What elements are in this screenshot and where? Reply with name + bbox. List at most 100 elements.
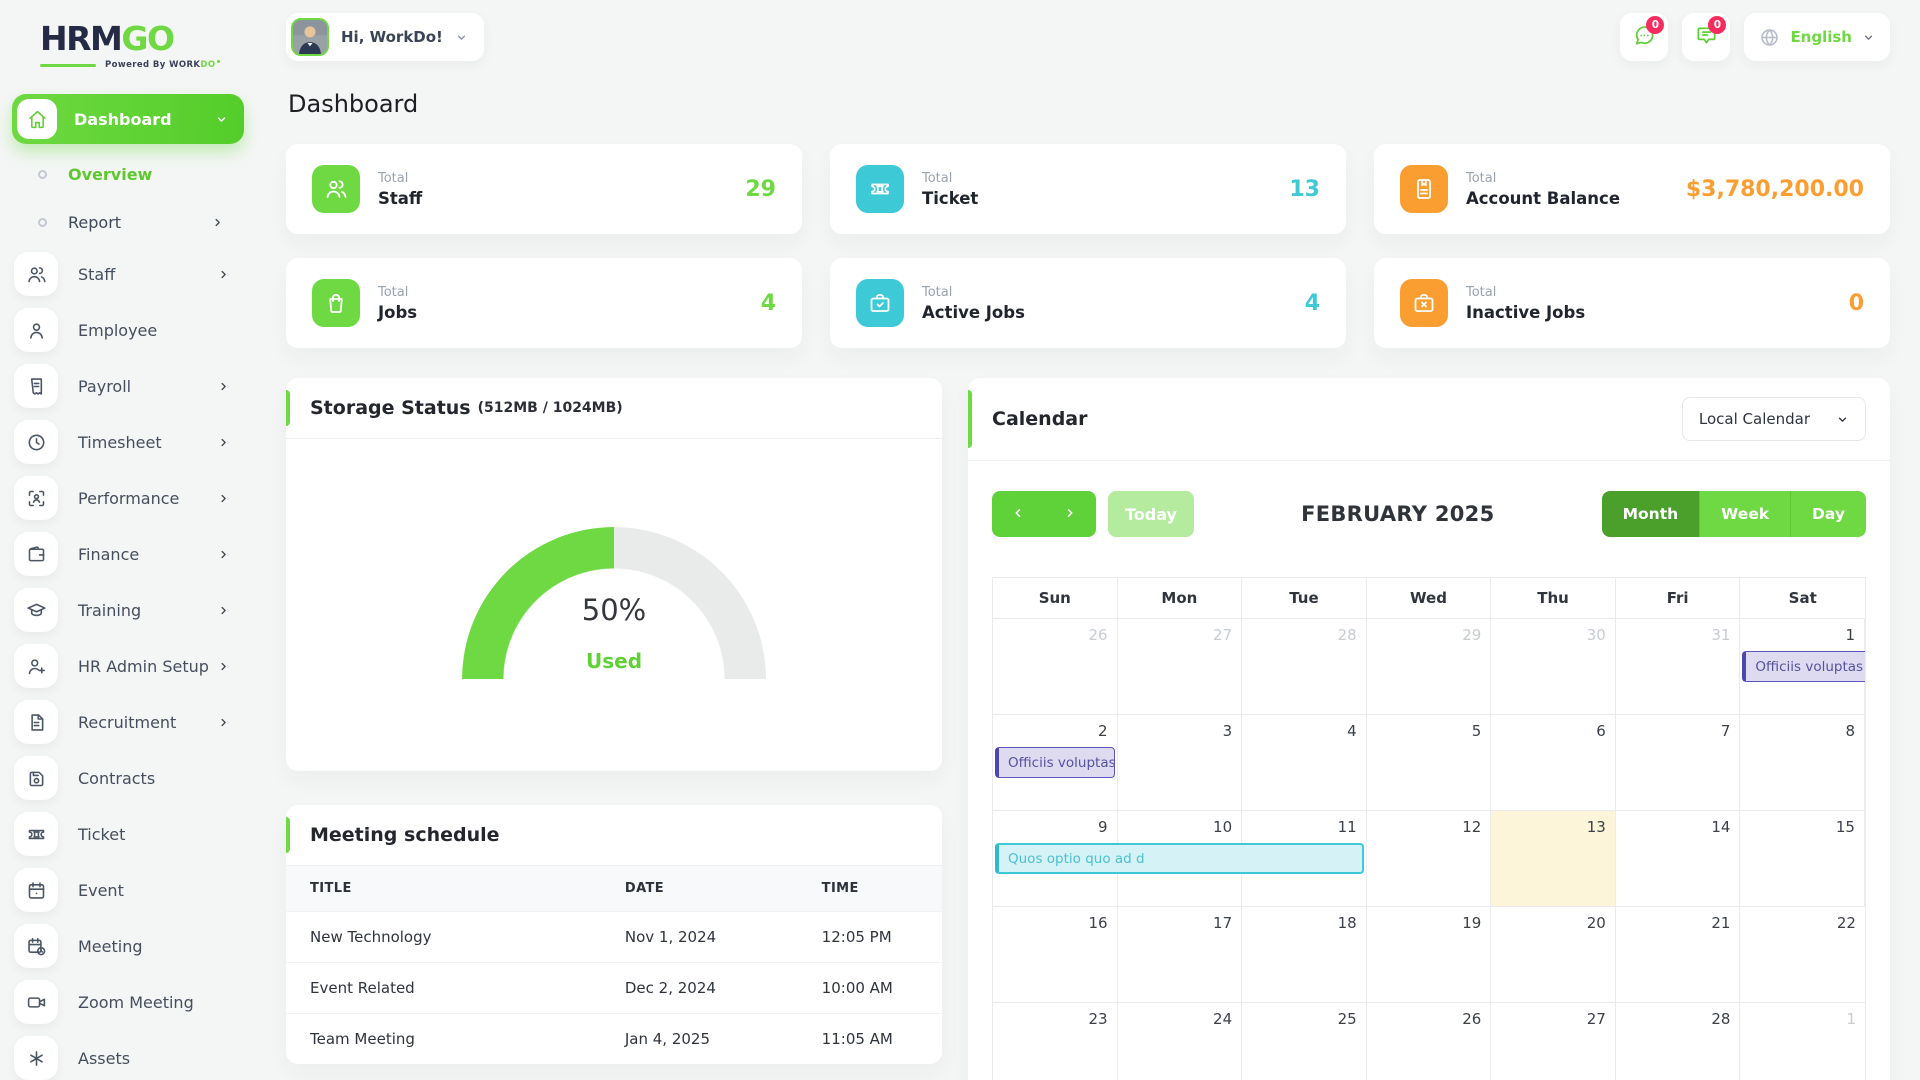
calendar-day-cell[interactable]: 25 [1242, 1003, 1367, 1080]
calendar-day-cell[interactable]: 11 [1242, 811, 1367, 906]
calendar-grid: Sun Mon Tue Wed Thu Fri Sat 26 27 28 29 30 31 1 Offic… [992, 577, 1866, 1080]
clock-icon [14, 420, 58, 464]
calendar-card-header: Calendar Local Calendar [968, 378, 1890, 461]
calendar-day-cell[interactable]: 18 [1242, 907, 1367, 1002]
sidebar-item-assets[interactable]: Assets [12, 1036, 244, 1080]
stat-label: Account Balance [1466, 188, 1621, 208]
calendar-day-cell[interactable]: 1 [1846, 1010, 1856, 1028]
home-icon [17, 99, 57, 139]
stat-label: Inactive Jobs [1466, 302, 1586, 322]
calendar-event[interactable]: Officiis voluptas c [995, 747, 1115, 778]
sidebar-item-label: Overview [68, 164, 153, 184]
calendar-today-button[interactable]: Today [1108, 491, 1194, 537]
calendar-day-cell[interactable]: 23 [993, 1003, 1118, 1080]
sidebar-item-finance[interactable]: Finance [12, 532, 244, 576]
sidebar-item-ticket[interactable]: Ticket [12, 812, 244, 856]
meeting-col-time: TIME [797, 866, 942, 912]
sidebar-item-timesheet[interactable]: Timesheet [12, 420, 244, 464]
calendar-day-cell[interactable]: 7 [1616, 715, 1741, 810]
calendar-view-month[interactable]: Month [1601, 491, 1700, 537]
sidebar-item-label: Contracts [78, 768, 156, 788]
sidebar-item-meeting[interactable]: Meeting [12, 924, 244, 968]
sidebar-item-report[interactable]: Report [38, 204, 240, 240]
sidebar-item-dashboard[interactable]: Dashboard [12, 94, 244, 144]
stat-prefix: Total [922, 170, 953, 186]
calendar-day-cell[interactable]: 28 [1616, 1003, 1741, 1080]
calendar-day-cell[interactable]: 3 [1118, 715, 1243, 810]
chevron-right-icon [217, 380, 230, 393]
stat-value: 13 [1289, 176, 1320, 202]
sidebar-item-hr-admin-setup[interactable]: HR Admin Setup [12, 644, 244, 688]
logo-underline [40, 63, 96, 67]
calendar-toolbar: Today FEBRUARY 2025 Month Week Day [992, 491, 1866, 537]
sidebar-item-performance[interactable]: Performance [12, 476, 244, 520]
calendar-day-cell[interactable]: 27 [1118, 619, 1243, 714]
sidebar-item-employee[interactable]: Employee [12, 308, 244, 352]
calendar-day-cell[interactable]: 6 [1491, 715, 1616, 810]
calendar-day-cell[interactable]: 17 [1118, 907, 1243, 1002]
sidebar-item-staff[interactable]: Staff [12, 252, 244, 296]
calendar-day-cell-today[interactable]: 13 [1491, 811, 1616, 906]
calendar-day-cell[interactable]: 15 [1740, 811, 1865, 906]
calendar-source-select[interactable]: Local Calendar [1681, 397, 1866, 441]
video-icon [14, 980, 58, 1024]
save-icon [14, 756, 58, 800]
calendar-next-button[interactable] [1044, 491, 1096, 537]
meeting-col-date: DATE [600, 866, 798, 912]
sidebar-item-label: Timesheet [78, 432, 162, 452]
calendar-day-cell[interactable]: 28 [1242, 619, 1367, 714]
calendar-event[interactable]: Officiis voluptas c [1742, 651, 1865, 682]
calendar-day-cell[interactable]: 5 [1367, 715, 1492, 810]
sidebar-item-contracts[interactable]: Contracts [12, 756, 244, 800]
stat-card-staff: Total Staff 29 [286, 144, 802, 234]
stat-label: Active Jobs [922, 302, 1025, 322]
calendar-prev-button[interactable] [992, 491, 1044, 537]
stat-prefix: Total [1466, 170, 1497, 186]
calendar-view-day[interactable]: Day [1790, 491, 1866, 537]
storage-status-card: Storage Status (512MB / 1024MB) 50% Used [286, 378, 942, 771]
sidebar-item-zoom-meeting[interactable]: Zoom Meeting [12, 980, 244, 1024]
calendar-view-week[interactable]: Week [1699, 491, 1791, 537]
stat-prefix: Total [1466, 284, 1497, 300]
calendar-day-cell[interactable]: 19 [1367, 907, 1492, 1002]
calendar-dow-tue: Tue [1242, 578, 1367, 618]
wallet-icon [14, 532, 58, 576]
calendar-day-cell[interactable]: 16 [993, 907, 1118, 1002]
calendar-day-cell[interactable]: 4 [1242, 715, 1367, 810]
sidebar-item-payroll[interactable]: Payroll [12, 364, 244, 408]
chevron-left-icon [1011, 506, 1025, 523]
sidebar-item-training[interactable]: Training [12, 588, 244, 632]
calendar-day-cell[interactable]: 14 [1616, 811, 1741, 906]
calendar-day-cell[interactable]: 24 [1118, 1003, 1243, 1080]
sidebar-item-recruitment[interactable]: Recruitment [12, 700, 244, 744]
calendar-day-cell[interactable]: 30 [1491, 619, 1616, 714]
calendar-day-cell[interactable]: 27 [1491, 1003, 1616, 1080]
calendar-event[interactable]: Quos optio quo ad d [995, 843, 1364, 874]
calendar-day-cell[interactable]: 12 [1367, 811, 1492, 906]
calendar-day-cell[interactable]: 22 [1836, 914, 1856, 932]
calendar-day-cell[interactable]: 29 [1367, 619, 1492, 714]
calendar-dow-wed: Wed [1367, 578, 1492, 618]
calendar-day-cell[interactable]: 20 [1491, 907, 1616, 1002]
calendar-day-cell[interactable]: 26 [1367, 1003, 1492, 1080]
notifications-button[interactable]: 0 [1682, 13, 1731, 61]
chevron-right-icon [217, 436, 230, 449]
meeting-cell: Jan 4, 2025 [600, 1013, 798, 1064]
language-selector[interactable]: English [1744, 13, 1890, 61]
calendar-day-cell[interactable]: 26 [993, 619, 1118, 714]
calendar-week-row: 16 17 18 19 20 21 22 [993, 906, 1865, 1002]
calendar-day-cell[interactable]: 21 [1616, 907, 1741, 1002]
sidebar-item-label: Training [78, 600, 142, 620]
calendar-day-cell[interactable]: 31 [1616, 619, 1741, 714]
calendar-day-cell[interactable]: 8 [1740, 715, 1865, 810]
sidebar-item-event[interactable]: Event [12, 868, 244, 912]
calendar-day-cell[interactable]: 2 [993, 715, 1118, 810]
messages-button[interactable]: 0 [1620, 13, 1669, 61]
brand-logo[interactable]: HRMGO Powered By WORKDO [0, 22, 256, 70]
users-icon [312, 165, 360, 213]
left-column: Storage Status (512MB / 1024MB) 50% Used [286, 378, 942, 1064]
calendar-nav [992, 491, 1096, 537]
user-menu[interactable]: Hi, WorkDo! [286, 13, 484, 61]
calendar-source-value: Local Calendar [1698, 410, 1810, 428]
sidebar-item-overview[interactable]: Overview [38, 156, 240, 192]
